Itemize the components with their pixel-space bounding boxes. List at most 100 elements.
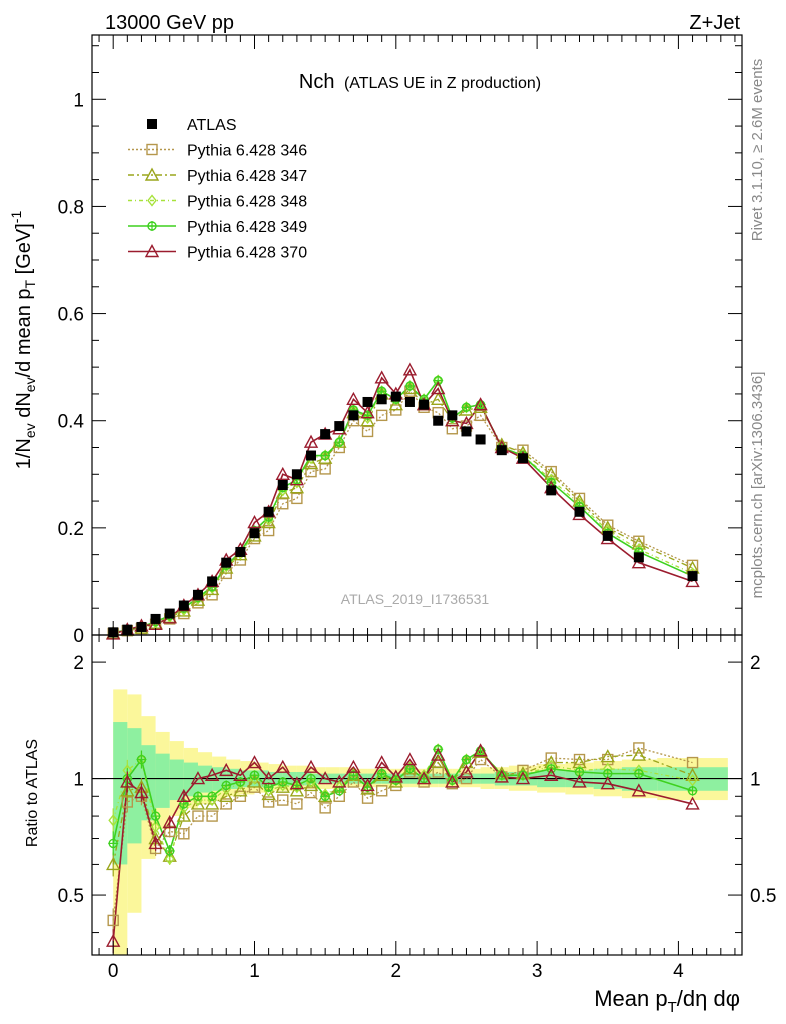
ratio-point-s4-4 bbox=[164, 845, 175, 856]
legend-entry-5: Pythia 6.428 370 bbox=[128, 244, 307, 262]
ratio-point-s3-6 bbox=[193, 793, 203, 807]
ratio-point-s2-11 bbox=[261, 786, 276, 801]
main-point-s5-10 bbox=[247, 515, 262, 529]
atlas-point-33 bbox=[687, 571, 698, 582]
main-point-s2-20 bbox=[388, 397, 403, 411]
atlas-point-7 bbox=[207, 576, 218, 587]
y-axis-label: 1/Nev dNev/d mean pT [GeV]-1 bbox=[8, 211, 38, 470]
ratio-tick-label-left: 1 bbox=[73, 770, 84, 791]
atlas-point-2 bbox=[136, 621, 147, 632]
ratio-line-4 bbox=[112, 747, 693, 854]
main-point-s1-14 bbox=[305, 465, 317, 478]
ratio-point-s1-12 bbox=[277, 794, 289, 806]
ratio-point-s5-33 bbox=[685, 796, 700, 810]
ratio-point-s4-15 bbox=[320, 791, 331, 802]
ratio-point-s5-30 bbox=[572, 774, 587, 788]
legend-marker-5 bbox=[144, 244, 160, 258]
legend-label-1: Pythia 6.428 346 bbox=[187, 143, 307, 160]
atlas-point-17 bbox=[348, 410, 359, 421]
ratio-point-s2-23 bbox=[431, 755, 446, 769]
ratio-point-s2-9 bbox=[233, 783, 248, 797]
ratio-point-s1-32 bbox=[633, 742, 645, 754]
ratio-point-s1-15 bbox=[319, 802, 331, 814]
atlas-point-21 bbox=[404, 396, 415, 407]
ratio-band-green bbox=[155, 753, 170, 808]
ratio-point-s1-19 bbox=[375, 785, 388, 797]
ratio-point-s5-31 bbox=[600, 776, 615, 790]
ratio-line-1 bbox=[112, 747, 693, 921]
ratio-point-s4-6 bbox=[192, 791, 203, 802]
ratio-point-s5-7 bbox=[204, 767, 220, 781]
atlas-point-16 bbox=[334, 421, 345, 432]
atlas-point-30 bbox=[574, 506, 585, 517]
ratio-point-s2-31 bbox=[600, 749, 615, 763]
atlas-point-18 bbox=[362, 396, 373, 407]
ratio-band-green bbox=[183, 762, 198, 797]
atlas-point-26 bbox=[475, 434, 486, 445]
atlas-point-32 bbox=[633, 552, 644, 563]
ratio-point-s4-9 bbox=[235, 776, 246, 787]
ratio-point-s5-8 bbox=[219, 762, 234, 777]
atlas-point-13 bbox=[291, 469, 302, 480]
main-point-s5-17 bbox=[346, 391, 361, 405]
ratio-point-s3-14 bbox=[306, 775, 316, 789]
ratio-point-s5-9 bbox=[233, 767, 248, 781]
atlas-point-9 bbox=[235, 546, 246, 557]
main-point-s3-11 bbox=[263, 513, 274, 526]
atlas-point-27 bbox=[496, 445, 507, 456]
ratio-point-s5-21 bbox=[402, 752, 418, 766]
main-point-s1-12 bbox=[277, 498, 289, 510]
main-point-s1-19 bbox=[375, 409, 388, 422]
legend-label-4: Pythia 6.428 349 bbox=[187, 219, 307, 236]
legend-marker-3 bbox=[147, 194, 157, 207]
legend-entry-3: Pythia 6.428 348 bbox=[128, 194, 307, 211]
ratio-point-s5-12 bbox=[275, 759, 290, 773]
atlas-point-11 bbox=[263, 506, 274, 517]
ratio-point-s5-22 bbox=[416, 771, 432, 785]
main-point-s4-15 bbox=[320, 450, 331, 461]
legend-label-2: Pythia 6.428 347 bbox=[187, 168, 307, 185]
ratio-point-s5-16 bbox=[332, 774, 347, 788]
ratio-point-s2-1 bbox=[120, 783, 135, 797]
main-point-s1-18 bbox=[361, 425, 374, 438]
x-tick-label: 0 bbox=[108, 961, 119, 982]
main-point-s1-33 bbox=[686, 559, 699, 572]
main-point-s1-29 bbox=[545, 465, 557, 478]
ratio-point-s1-13 bbox=[291, 798, 303, 810]
y-tick-label: 0.4 bbox=[58, 412, 85, 433]
ratio-tick-label-left: 2 bbox=[73, 653, 84, 674]
main-point-s5-12 bbox=[275, 466, 290, 480]
main-point-s5-14 bbox=[303, 434, 319, 448]
ratio-point-s4-33 bbox=[687, 785, 698, 796]
legend-marker-2 bbox=[144, 167, 160, 181]
atlas-point-19 bbox=[376, 394, 387, 405]
main-point-s1-15 bbox=[319, 463, 331, 475]
x-tick-label: 2 bbox=[391, 961, 402, 982]
ratio-line-5 bbox=[112, 749, 693, 942]
ratio-point-s5-3 bbox=[148, 835, 163, 850]
atlas-point-25 bbox=[461, 426, 472, 437]
ratio-point-s4-8 bbox=[221, 780, 232, 791]
ratio-point-s2-7 bbox=[204, 796, 220, 810]
ratio-point-s5-13 bbox=[289, 776, 305, 790]
y-tick-label: 0.6 bbox=[58, 305, 84, 326]
ratio-point-s2-8 bbox=[219, 788, 234, 802]
atlas-point-8 bbox=[221, 557, 232, 568]
main-point-s1-32 bbox=[633, 535, 645, 547]
ratio-point-s5-25 bbox=[459, 764, 474, 778]
ratio-point-s5-32 bbox=[631, 783, 647, 797]
ratio-point-s4-14 bbox=[306, 773, 317, 784]
atlas-point-6 bbox=[192, 589, 203, 600]
legend-entry-2: Pythia 6.428 347 bbox=[128, 167, 307, 185]
atlas-point-20 bbox=[390, 391, 401, 402]
main-point-s4-25 bbox=[461, 402, 472, 413]
main-point-s5-21 bbox=[402, 362, 418, 376]
atlas-point-4 bbox=[164, 608, 175, 619]
main-point-s5-18 bbox=[360, 405, 375, 419]
ratio-point-s5-5 bbox=[176, 788, 192, 802]
main-point-s1-13 bbox=[291, 492, 303, 505]
ratio-point-s1-25 bbox=[460, 772, 473, 785]
atlas-point-3 bbox=[150, 613, 161, 624]
ratio-point-s3-7 bbox=[207, 793, 218, 807]
main-point-s2-23 bbox=[431, 391, 446, 405]
